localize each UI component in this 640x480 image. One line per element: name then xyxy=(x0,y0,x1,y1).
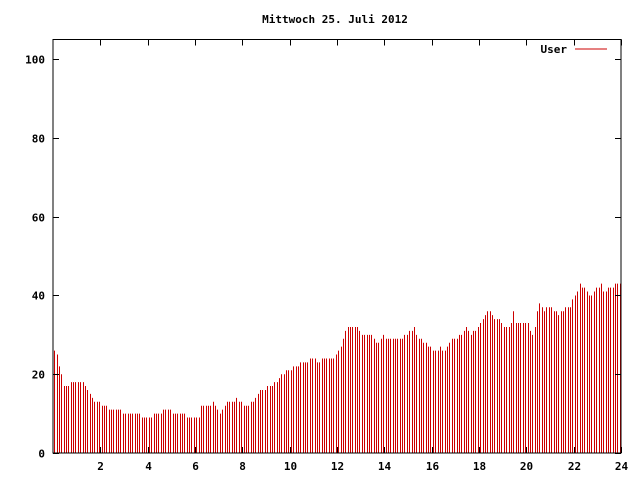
x-tick-label: 6 xyxy=(192,460,199,473)
legend-label: User xyxy=(541,43,568,56)
x-tick-label: 22 xyxy=(568,460,581,473)
x-tick-label: 16 xyxy=(426,460,440,473)
legend: User xyxy=(541,43,607,56)
y-tick-label: 20 xyxy=(32,369,45,382)
x-tick-label: 2 xyxy=(97,460,104,473)
x-tick-label: 12 xyxy=(331,460,344,473)
x-tick-label: 8 xyxy=(239,460,246,473)
x-tick-label: 18 xyxy=(473,460,486,473)
y-tick-label: 0 xyxy=(38,448,45,461)
x-tick-label: 24 xyxy=(615,460,629,473)
x-tick-label: 14 xyxy=(378,460,392,473)
y-tick-label: 80 xyxy=(32,133,45,146)
x-tick-label: 10 xyxy=(284,460,297,473)
y-tick-label: 100 xyxy=(25,54,45,67)
chart-title: Mittwoch 25. Juli 2012 xyxy=(262,13,408,26)
y-tick-label: 40 xyxy=(32,290,45,303)
bar-series xyxy=(54,283,621,453)
x-tick-label: 20 xyxy=(520,460,533,473)
x-tick-label: 4 xyxy=(145,460,152,473)
y-tick-label: 60 xyxy=(32,212,45,225)
